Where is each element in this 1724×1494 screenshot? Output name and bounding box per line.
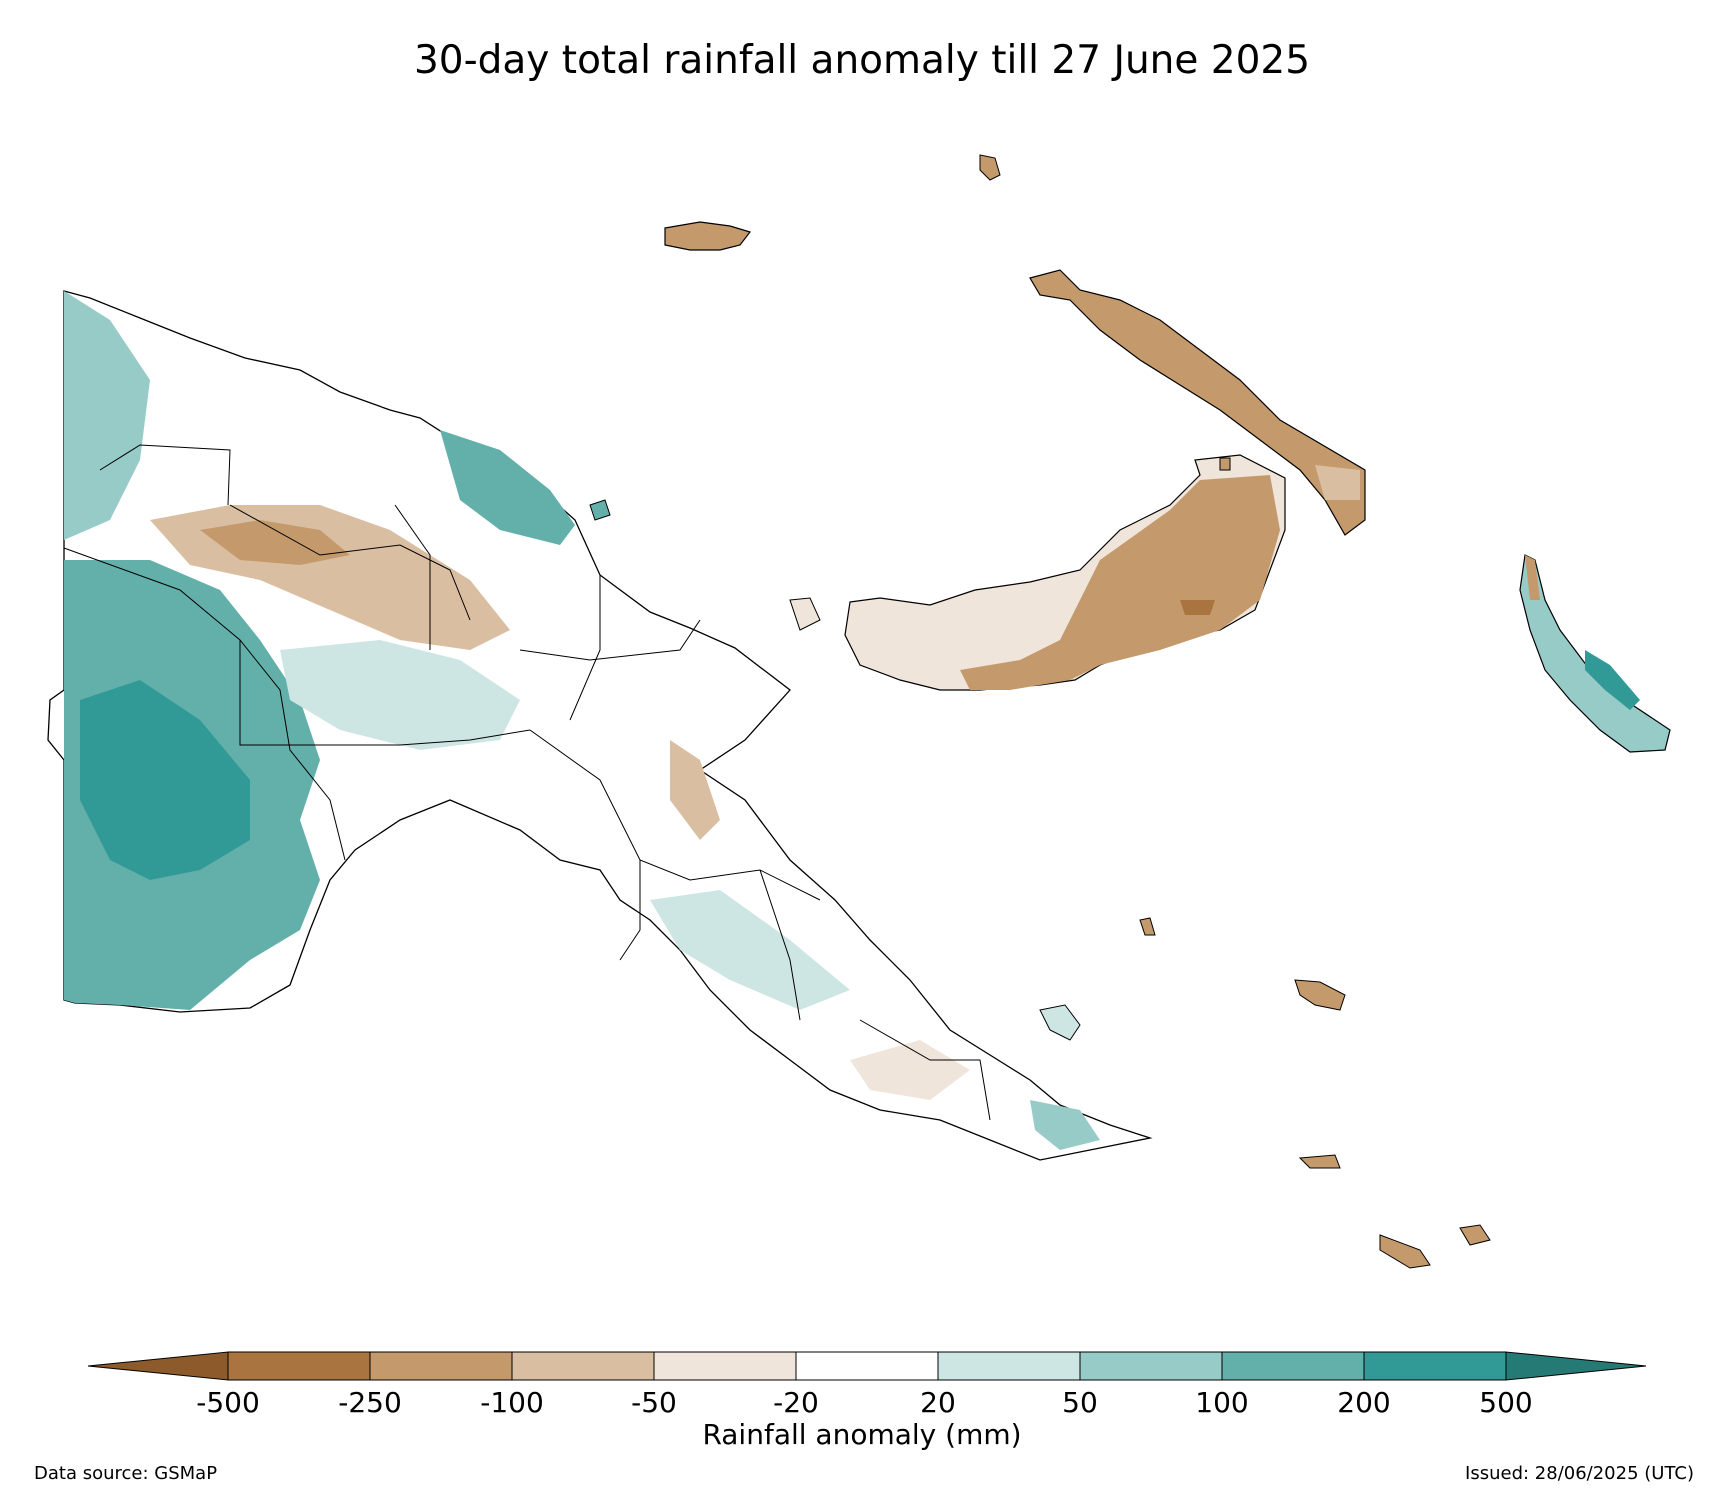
colorbar-bin <box>227 1351 371 1381</box>
colorbar <box>87 1351 1647 1381</box>
colorbar-tick-label: -250 <box>338 1386 402 1419</box>
new-britain-island <box>844 454 1286 691</box>
colorbar-extend-high <box>1505 1351 1647 1381</box>
southeast-light-wet <box>650 890 850 1010</box>
data-source-note: Data source: GSMaP <box>34 1463 218 1484</box>
colorbar-tick-label: -100 <box>480 1386 544 1419</box>
colorbar-tick-label: 100 <box>1195 1386 1249 1419</box>
mainland-new-guinea <box>47 290 1153 1161</box>
small-islands <box>589 154 1491 1269</box>
colorbar-bin <box>1221 1351 1365 1381</box>
colorbar-tick-label: -500 <box>196 1386 260 1419</box>
morobe-dry <box>670 740 720 840</box>
province-boundaries <box>63 444 991 1121</box>
papuan-tip-light-dry <box>850 1040 970 1100</box>
map-title: 30-day total rainfall anomaly till 27 Ju… <box>413 38 1311 83</box>
colorbar-extend-low <box>87 1351 229 1381</box>
new-ireland-base <box>1029 269 1366 536</box>
colorbar-label: Rainfall anomaly (mm) <box>702 1418 1022 1451</box>
colorbar-bin <box>511 1351 655 1381</box>
bougainville-north-dry <box>1525 555 1540 600</box>
colorbar-bin <box>1363 1351 1507 1381</box>
colorbar-tick-label: 20 <box>920 1386 956 1419</box>
colorbar-tick-label: 200 <box>1337 1386 1391 1419</box>
madang-wet <box>440 430 575 545</box>
new-ireland-light-dry <box>1315 465 1360 500</box>
colorbar-bin <box>937 1351 1081 1381</box>
new-ireland-island <box>1029 269 1366 536</box>
colorbar-bin <box>369 1351 513 1381</box>
sepik-dry-core <box>200 520 350 565</box>
colorbar-bin <box>1079 1351 1223 1381</box>
colorbar-tick-label: -50 <box>631 1386 677 1419</box>
bougainville-island <box>1519 554 1671 753</box>
new-britain-dry <box>960 475 1280 690</box>
highlands-light-wet <box>280 640 520 750</box>
milne-bay-wet <box>1030 1100 1100 1150</box>
issued-date-note: Issued: 28/06/2025 (UTC) <box>1465 1463 1694 1484</box>
colorbar-tick-label: -20 <box>773 1386 819 1419</box>
colorbar-tick-label: 50 <box>1062 1386 1098 1419</box>
bougainville-base <box>1519 554 1671 753</box>
colorbar-bin <box>653 1351 797 1381</box>
new-britain-dry-core <box>1180 600 1215 615</box>
northwest-wet <box>64 291 150 540</box>
southwest-core <box>80 680 250 880</box>
bougainville-core <box>1585 650 1640 710</box>
manus-island <box>664 221 752 251</box>
colorbar-tick-label: 500 <box>1479 1386 1533 1419</box>
colorbar-bin <box>795 1351 939 1381</box>
